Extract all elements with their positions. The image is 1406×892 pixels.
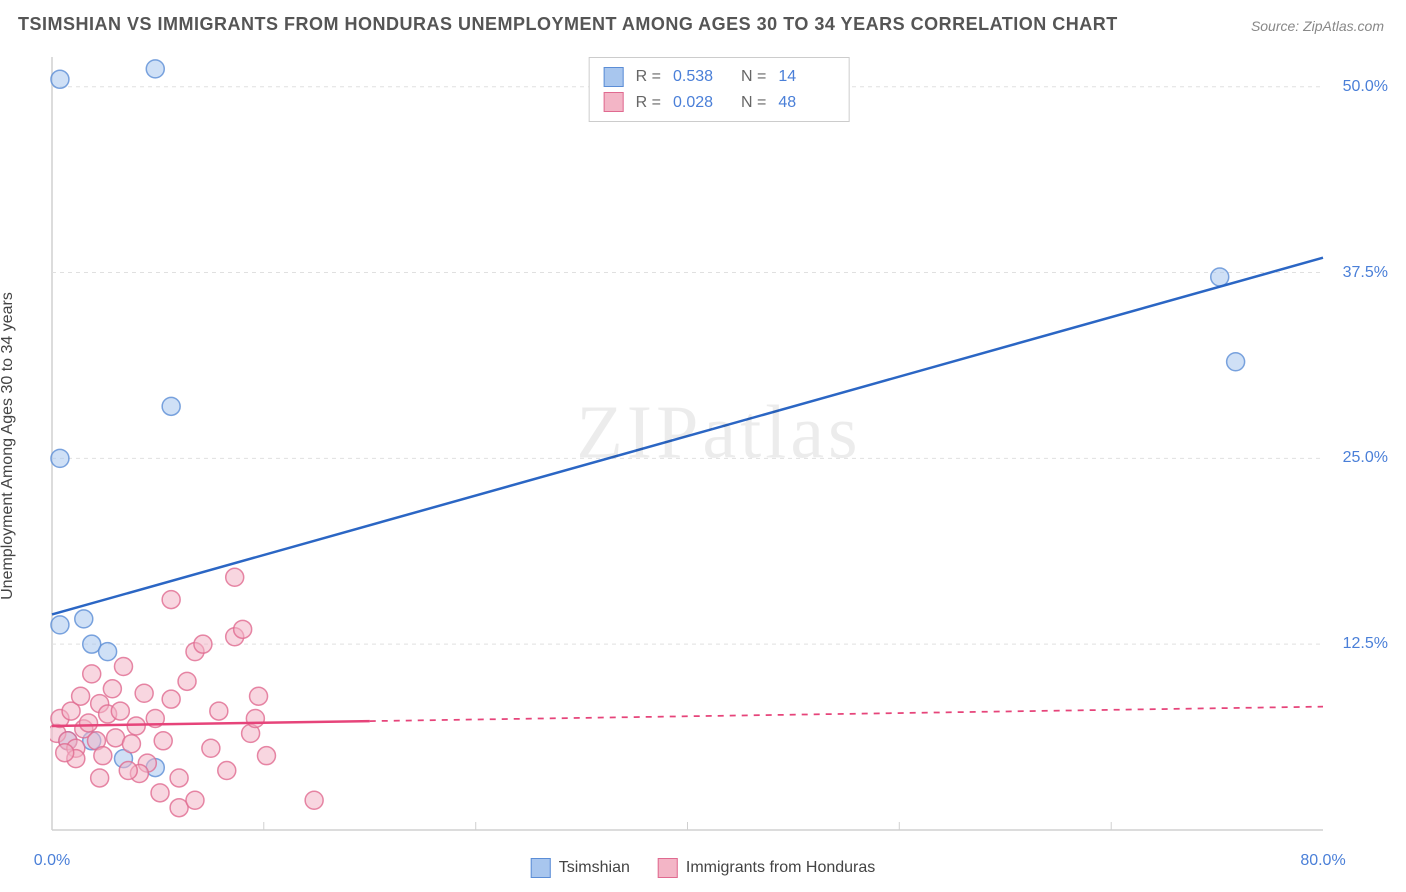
scatter-point: [250, 687, 268, 705]
scatter-point: [162, 591, 180, 609]
legend-swatch: [658, 858, 678, 878]
legend-row: R =0.538N =14: [604, 64, 835, 90]
scatter-point: [119, 762, 137, 780]
scatter-point: [99, 643, 117, 661]
scatter-point: [1227, 353, 1245, 371]
scatter-point: [94, 747, 112, 765]
scatter-point: [154, 732, 172, 750]
y-tick-label: 50.0%: [1343, 78, 1388, 96]
scatter-point: [51, 616, 69, 634]
scatter-point: [146, 60, 164, 78]
scatter-point: [75, 610, 93, 628]
scatter-point: [135, 684, 153, 702]
scatter-plot: [50, 55, 1388, 842]
scatter-point: [72, 687, 90, 705]
scatter-point: [162, 397, 180, 415]
legend-label: Tsimshian: [559, 859, 630, 877]
scatter-point: [1211, 268, 1229, 286]
scatter-point: [186, 791, 204, 809]
scatter-point: [111, 702, 129, 720]
scatter-point: [80, 714, 98, 732]
scatter-point: [56, 744, 74, 762]
scatter-point: [162, 690, 180, 708]
x-tick-label: 0.0%: [34, 852, 70, 870]
scatter-point: [103, 680, 121, 698]
legend-item: Tsimshian: [531, 858, 630, 878]
scatter-point: [210, 702, 228, 720]
scatter-point: [305, 791, 323, 809]
legend-swatch: [604, 92, 624, 112]
legend-item: Immigrants from Honduras: [658, 858, 875, 878]
scatter-point: [257, 747, 275, 765]
scatter-point: [226, 568, 244, 586]
scatter-point: [51, 70, 69, 88]
scatter-point: [194, 635, 212, 653]
y-tick-label: 37.5%: [1343, 264, 1388, 282]
scatter-point: [91, 769, 109, 787]
chart-area: R =0.538N =14R =0.028N =48 ZIPatlas 12.5…: [50, 55, 1388, 842]
scatter-point: [51, 449, 69, 467]
scatter-point: [218, 762, 236, 780]
legend-label: Immigrants from Honduras: [686, 859, 875, 877]
scatter-point: [151, 784, 169, 802]
trend-line: [52, 258, 1323, 615]
scatter-point: [246, 710, 264, 728]
trend-line-extrapolated: [370, 707, 1323, 721]
y-tick-label: 25.0%: [1343, 449, 1388, 467]
legend-swatch: [604, 67, 624, 87]
legend-row: R =0.028N =48: [604, 90, 835, 116]
scatter-point: [83, 665, 101, 683]
scatter-point: [122, 735, 140, 753]
scatter-point: [234, 620, 252, 638]
y-tick-label: 12.5%: [1343, 635, 1388, 653]
legend-swatch: [531, 858, 551, 878]
scatter-point: [202, 739, 220, 757]
trend-line: [52, 721, 370, 726]
x-tick-label: 80.0%: [1300, 852, 1345, 870]
correlation-legend: R =0.538N =14R =0.028N =48: [589, 57, 850, 122]
scatter-point: [178, 672, 196, 690]
scatter-point: [170, 769, 188, 787]
chart-title: TSIMSHIAN VS IMMIGRANTS FROM HONDURAS UN…: [18, 14, 1118, 35]
series-legend: Tsimshian Immigrants from Honduras: [531, 858, 876, 878]
source-attribution: Source: ZipAtlas.com: [1251, 18, 1384, 34]
scatter-point: [114, 657, 132, 675]
